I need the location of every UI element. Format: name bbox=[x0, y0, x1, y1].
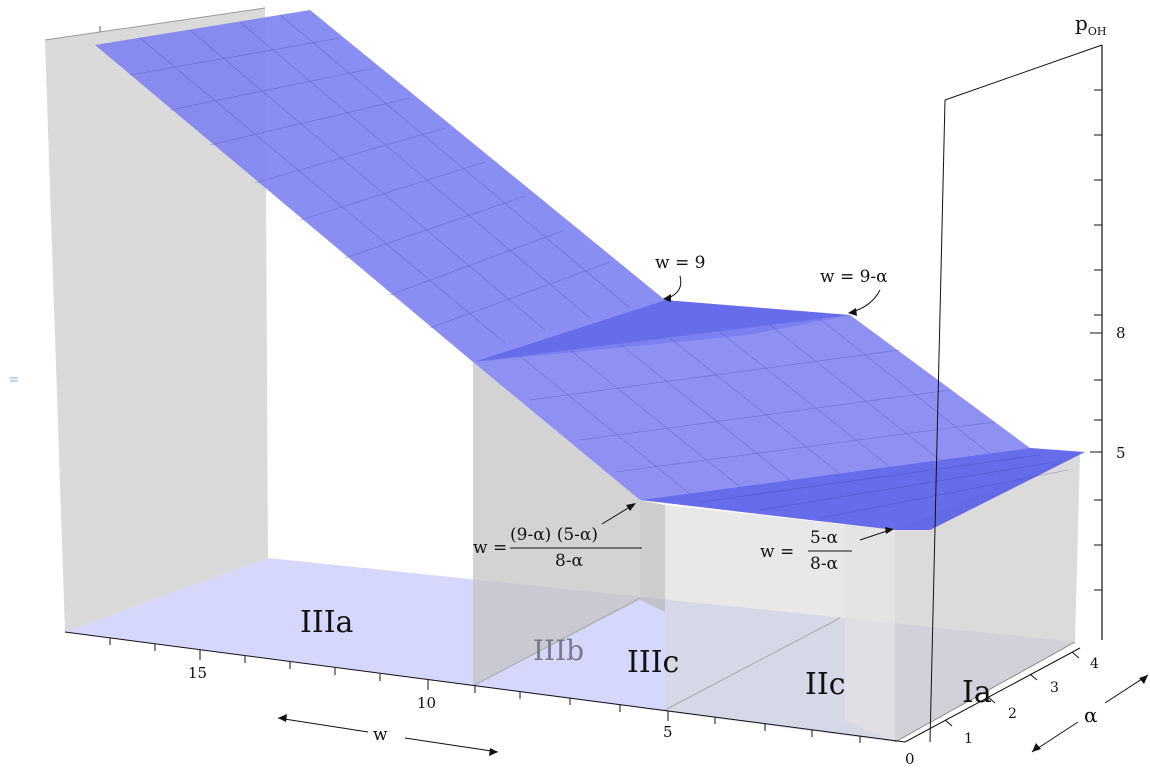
annotation-w9: w = 9 bbox=[655, 253, 705, 273]
wall-i-inner bbox=[845, 515, 895, 742]
z-axis-ticks bbox=[1090, 89, 1102, 591]
alpha-tick-2: 2 bbox=[1008, 706, 1017, 722]
annotation-w9a: w = 9-α bbox=[820, 267, 888, 287]
z-axis-label: pOH bbox=[1075, 11, 1106, 38]
surface-iiia bbox=[95, 10, 665, 362]
region-label-iic: IIc bbox=[805, 667, 846, 702]
w-tick-10: 10 bbox=[417, 694, 436, 712]
z-axis-label-main: p bbox=[1075, 11, 1088, 35]
w-tick-0: 0 bbox=[905, 750, 915, 768]
box-top-edge bbox=[944, 44, 1103, 101]
alpha-axis-line bbox=[904, 647, 1081, 743]
alpha-tick-1: 1 bbox=[964, 731, 973, 747]
annotation-left-numerator: (9-α) (5-α) bbox=[510, 525, 598, 545]
annotation-w9-arrowhead bbox=[663, 294, 671, 302]
wall-ii bbox=[665, 505, 895, 742]
z-tick-8: 8 bbox=[1116, 324, 1126, 342]
annotation-right-arrow bbox=[859, 529, 891, 541]
left-wall-top-edge bbox=[44, 7, 266, 41]
wall-i bbox=[895, 452, 1080, 742]
annotation-w9a-arrowhead bbox=[848, 308, 857, 316]
w-tick-5: 5 bbox=[663, 723, 673, 741]
box-front-edge bbox=[929, 99, 946, 743]
w-arrow-right bbox=[404, 737, 499, 753]
annotation-left-prefix: w = bbox=[473, 538, 507, 558]
surface-iiic bbox=[473, 315, 1030, 500]
w-axis-ticks bbox=[109, 638, 861, 743]
region-label-iiic: IIIc bbox=[627, 645, 679, 680]
region-label-ia: Ia bbox=[962, 675, 992, 710]
wall-iii-left bbox=[473, 362, 640, 686]
alpha-tick-4: 4 bbox=[1090, 656, 1099, 672]
surface-lower-plateau bbox=[640, 448, 1085, 530]
annotation-right-denominator: 8-α bbox=[810, 554, 839, 574]
left-wall bbox=[45, 8, 268, 632]
w-arrow-left-head bbox=[278, 714, 287, 722]
alpha-arrow-upper-head bbox=[1139, 675, 1148, 684]
w-axis-label: w bbox=[373, 725, 388, 745]
w-axis-line bbox=[64, 631, 906, 743]
w-arrow-left bbox=[277, 717, 369, 733]
annotation-left-arrowhead bbox=[626, 503, 636, 511]
annotation-left-denominator: 8-α bbox=[555, 551, 584, 571]
floor-divider-1 bbox=[472, 597, 641, 687]
alpha-arrow-lower bbox=[1031, 721, 1079, 753]
region-label-iiia: IIIa bbox=[300, 605, 354, 640]
surface-plateau-top bbox=[473, 300, 850, 362]
annotation-right-arrowhead bbox=[885, 527, 894, 534]
annotation-right-numerator: 5-α bbox=[810, 528, 839, 548]
surface-iiic-grid bbox=[519, 318, 996, 495]
surface-iiia-grid bbox=[129, 14, 631, 344]
alpha-axis-label: α bbox=[1084, 703, 1098, 727]
w-arrow-right-head bbox=[489, 748, 498, 756]
z-tick-5: 5 bbox=[1116, 444, 1126, 462]
annotation-w9a-arrow bbox=[851, 289, 881, 313]
surface-lower-grid bbox=[699, 454, 1069, 519]
alpha-axis-ticks bbox=[944, 651, 1080, 727]
annotation-left-arrow bbox=[601, 504, 634, 525]
floor-divider-3 bbox=[894, 641, 1076, 743]
region-label-iiib: IIIb bbox=[533, 634, 584, 667]
alpha-tick-3: 3 bbox=[1050, 680, 1059, 696]
w-tick-15: 15 bbox=[188, 664, 207, 682]
alpha-arrow-lower-head bbox=[1032, 743, 1041, 752]
wall-iii-right bbox=[640, 500, 665, 612]
floor-divider-2 bbox=[664, 617, 841, 711]
z-axis-label-sub: OH bbox=[1088, 25, 1107, 38]
annotation-right-prefix: w = bbox=[760, 542, 794, 562]
